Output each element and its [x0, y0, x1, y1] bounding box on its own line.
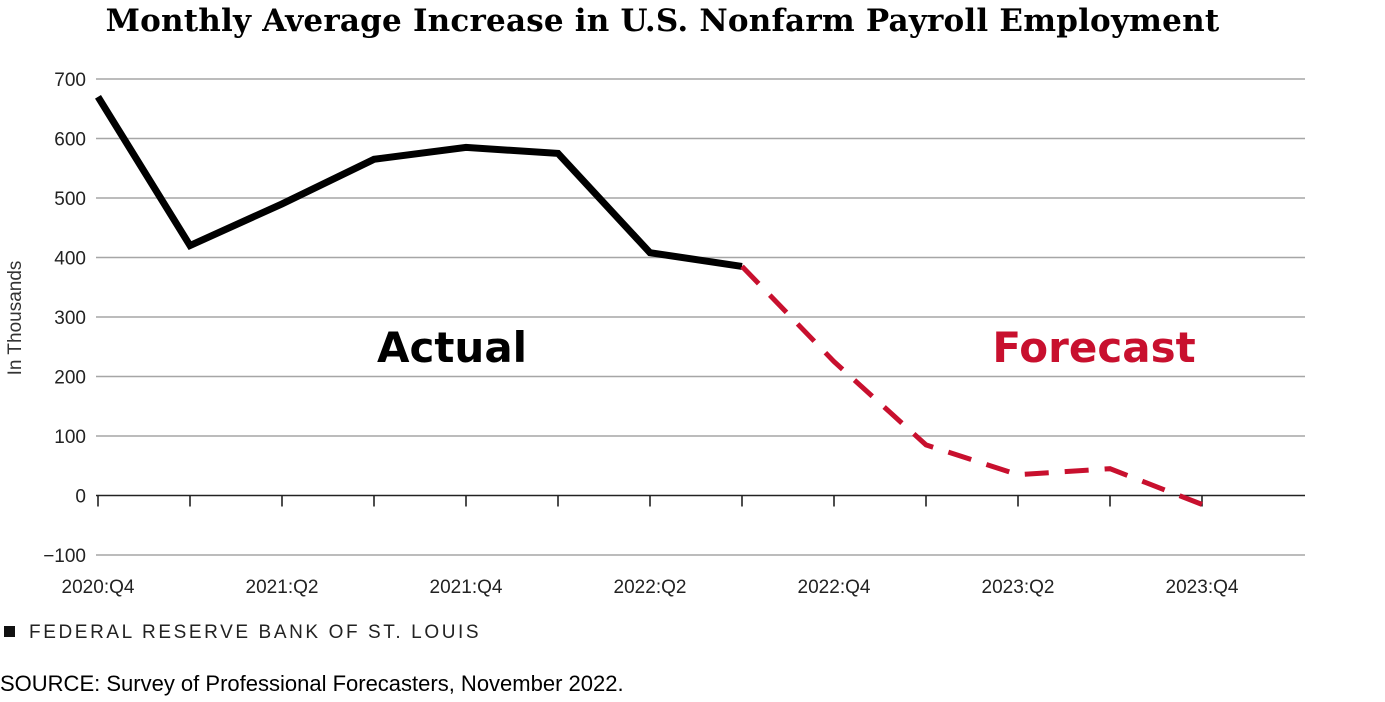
series-lines — [95, 94, 1203, 507]
tick-labels: 700 600 500 400 300 200 100 0 −100 2020:Q4 2021:Q2… — [43, 70, 1239, 598]
series-line-forecast — [740, 264, 1203, 507]
x-tick-label: 2020:Q4 — [62, 577, 135, 598]
y-tick-label: 500 — [54, 189, 86, 210]
x-tick-label: 2021:Q4 — [430, 577, 503, 598]
x-tick-label: 2022:Q2 — [614, 577, 687, 598]
y-tick-label: 400 — [54, 249, 86, 270]
chart-title: Monthly Average Increase in U.S. Nonfarm… — [105, 3, 1220, 39]
gridlines — [96, 78, 1305, 556]
x-tick-label: 2023:Q2 — [982, 577, 1055, 598]
y-tick-label: 700 — [54, 70, 86, 91]
y-tick-label: 200 — [54, 368, 86, 389]
y-tick-label: 0 — [75, 487, 86, 508]
y-tick-label: 100 — [54, 427, 86, 448]
y-axis-label: In Thousands — [5, 261, 26, 376]
square-bullet-icon — [4, 626, 15, 637]
y-tick-label: 600 — [54, 130, 86, 151]
x-tick-label: 2022:Q4 — [798, 577, 871, 598]
x-axis — [96, 494, 1305, 507]
source-note: SOURCE: Survey of Professional Forecaste… — [0, 671, 624, 696]
x-tick-label: 2021:Q2 — [246, 577, 319, 598]
series-line-actual — [95, 94, 743, 270]
bank-credit: FEDERAL RESERVE BANK OF ST. LOUIS — [4, 622, 481, 644]
annotation-forecast: Forecast — [992, 323, 1195, 372]
x-tick-label: 2023:Q4 — [1166, 577, 1239, 598]
y-tick-label: −100 — [43, 546, 86, 567]
line-chart: 700 600 500 400 300 200 100 0 −100 2020:Q4 2021:Q2… — [5, 70, 1305, 598]
annotation-actual: Actual — [377, 323, 527, 372]
bank-label: FEDERAL RESERVE BANK OF ST. LOUIS — [29, 622, 482, 643]
y-tick-label: 300 — [54, 308, 86, 329]
